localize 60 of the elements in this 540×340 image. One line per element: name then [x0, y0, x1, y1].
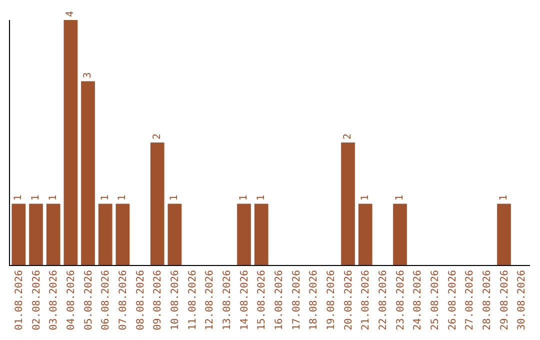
data-label: 4 — [65, 10, 76, 17]
x-tick-label: 20.08.2026 — [343, 270, 354, 330]
bar — [29, 204, 43, 265]
x-tick-label: 04.08.2026 — [66, 270, 77, 330]
x-tick-label: 19.08.2026 — [326, 270, 337, 330]
bar — [64, 20, 78, 265]
x-tick-label: 24.08.2026 — [412, 270, 424, 330]
data-label: 1 — [394, 194, 406, 201]
x-tick-label: 17.08.2026 — [291, 270, 302, 330]
bar — [81, 81, 95, 265]
bar — [393, 204, 407, 265]
x-tick-label: 08.08.2026 — [135, 270, 146, 330]
data-label: 1 — [117, 194, 128, 201]
x-tick-label: 28.08.2026 — [482, 270, 493, 330]
data-label: 2 — [342, 133, 354, 140]
x-tick-label: 01.08.2026 — [14, 270, 25, 330]
bar — [254, 204, 268, 265]
x-tick-label: 03.08.2026 — [48, 270, 60, 330]
data-label: 1 — [256, 194, 267, 201]
x-tick-label: 07.08.2026 — [118, 270, 129, 330]
bar — [497, 204, 511, 265]
x-tick-label: 25.08.2026 — [430, 270, 441, 330]
data-label: 1 — [169, 194, 180, 201]
data-label: 1 — [100, 194, 111, 201]
bar — [12, 204, 26, 265]
x-tick-label: 18.08.2026 — [308, 270, 320, 330]
x-tick-label: 22.08.2026 — [378, 270, 389, 330]
bar — [150, 142, 164, 265]
x-tick-label: 23.08.2026 — [395, 270, 406, 330]
x-tick-label: 15.08.2026 — [256, 270, 268, 330]
x-tick-label: 06.08.2026 — [100, 270, 112, 330]
x-tick-label: 21.08.2026 — [360, 270, 372, 330]
x-tick-label: 16.08.2026 — [274, 270, 285, 330]
data-label: 1 — [238, 194, 250, 201]
x-tick-label: 12.08.2026 — [204, 270, 216, 330]
x-tick-label: 27.08.2026 — [464, 270, 476, 330]
x-tick-label: 09.08.2026 — [152, 270, 164, 330]
x-tick-label: 14.08.2026 — [239, 270, 250, 330]
x-tick-label: 29.08.2026 — [499, 270, 510, 330]
bar — [46, 204, 60, 265]
data-label: 2 — [152, 133, 163, 140]
bar — [358, 204, 372, 265]
bar — [168, 204, 182, 265]
x-tick-label: 02.08.2026 — [31, 270, 42, 330]
bar — [237, 204, 251, 265]
x-tick-label: 26.08.2026 — [447, 270, 458, 330]
data-label: 1 — [498, 194, 510, 201]
x-tick-label: 13.08.2026 — [222, 270, 233, 330]
data-label: 3 — [82, 72, 94, 78]
x-tick-label: 11.08.2026 — [187, 270, 198, 330]
data-label: 1 — [48, 194, 59, 201]
bar — [98, 204, 112, 265]
x-tick-label: 05.08.2026 — [83, 270, 94, 330]
x-tick-label: 10.08.2026 — [170, 270, 181, 330]
data-label: 1 — [30, 194, 42, 201]
bar — [116, 204, 130, 265]
x-tick-label: 30.08.2026 — [516, 270, 528, 330]
data-label: 1 — [13, 194, 24, 201]
data-label: 1 — [360, 194, 371, 201]
bar — [341, 142, 355, 265]
